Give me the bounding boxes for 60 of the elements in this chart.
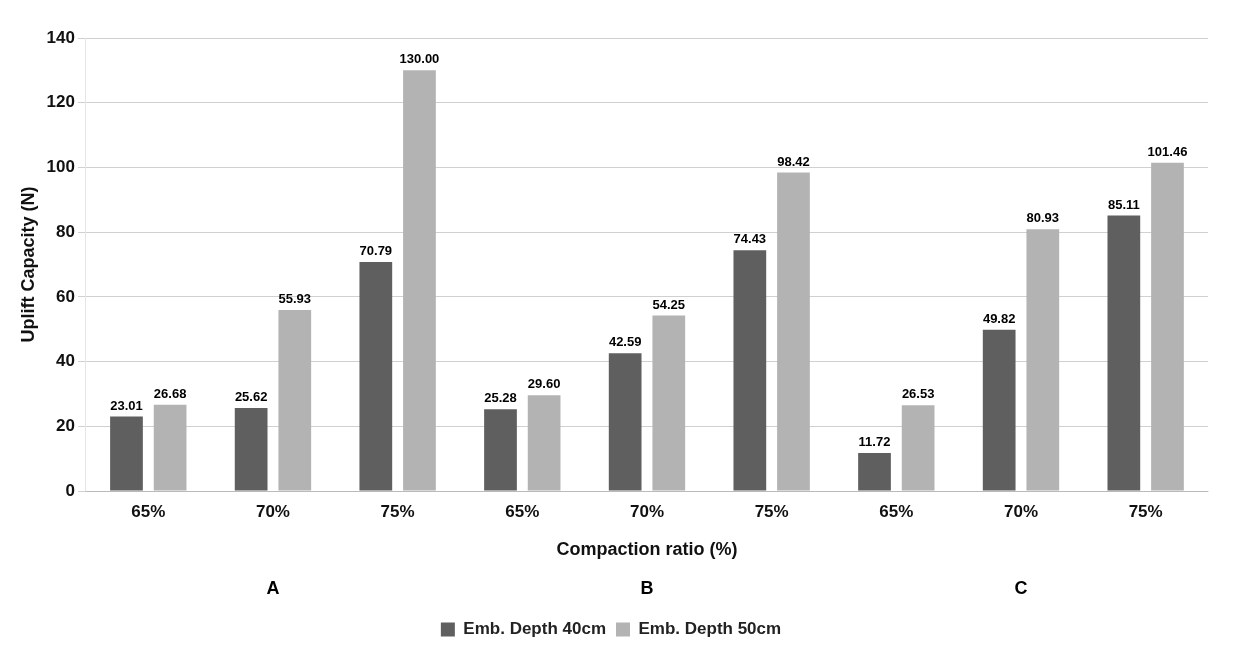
x-tick-label: 70% xyxy=(629,501,664,521)
x-tick-label: 65% xyxy=(505,501,540,521)
bar xyxy=(153,404,187,491)
data-label: 85.11 xyxy=(1107,196,1140,212)
bar xyxy=(858,453,891,491)
y-tick-label: 60 xyxy=(56,286,75,306)
data-label: 80.93 xyxy=(1026,210,1060,226)
data-label: 70.79 xyxy=(359,243,393,259)
legend-label: Emb. Depth 50cm xyxy=(638,619,782,639)
data-label: 26.68 xyxy=(153,385,187,401)
data-label: 23.01 xyxy=(110,397,143,413)
y-tick-label: 80 xyxy=(56,221,75,241)
x-tick-label: 65% xyxy=(131,501,166,521)
bar xyxy=(901,405,935,491)
data-label: 11.72 xyxy=(858,434,891,450)
bar xyxy=(652,315,686,491)
data-label: 25.28 xyxy=(484,390,517,406)
data-label: 130.00 xyxy=(399,51,440,67)
bar xyxy=(1026,229,1060,491)
data-label: 54.25 xyxy=(652,296,686,312)
x-tick-label: 75% xyxy=(1128,501,1163,521)
bar xyxy=(110,416,143,491)
y-tick-label: 0 xyxy=(65,480,75,500)
bar xyxy=(527,395,561,491)
x-tick-label: 75% xyxy=(380,501,415,521)
bar xyxy=(733,250,767,491)
data-label: 29.60 xyxy=(527,376,561,392)
data-label: 55.93 xyxy=(278,291,312,307)
data-label: 49.82 xyxy=(982,310,1016,326)
bar xyxy=(234,408,268,491)
data-label: 101.46 xyxy=(1147,143,1188,159)
y-tick-label: 20 xyxy=(56,415,75,435)
data-label: 98.42 xyxy=(777,153,810,169)
text: C xyxy=(1014,577,1028,598)
data-label: 25.62 xyxy=(234,389,268,405)
x-tick-label: 75% xyxy=(754,501,789,521)
data-label: 26.53 xyxy=(901,386,935,402)
bar xyxy=(359,261,393,491)
legend-label: Emb. Depth 40cm xyxy=(463,619,607,639)
bar xyxy=(278,310,312,491)
data-label: 74.43 xyxy=(733,231,767,247)
data-label: 42.59 xyxy=(608,334,642,350)
bar xyxy=(1151,162,1184,491)
y-tick-label: 40 xyxy=(56,351,75,371)
y-tick-label: 120 xyxy=(46,92,75,112)
bar xyxy=(777,172,810,491)
text: A xyxy=(266,577,280,598)
y-tick-label: 140 xyxy=(46,27,75,47)
bar xyxy=(484,409,517,491)
bar xyxy=(403,70,436,491)
bar xyxy=(1107,215,1141,491)
y-axis-title: Uplift Capacity (N) xyxy=(17,186,38,343)
y-tick-label: 100 xyxy=(46,157,75,177)
x-tick-label: 70% xyxy=(255,501,290,521)
x-axis-title: Compaction ratio (%) xyxy=(556,539,738,560)
x-tick-label: 65% xyxy=(879,501,914,521)
x-tick-label: 70% xyxy=(1003,501,1039,521)
bar xyxy=(608,353,642,491)
bar xyxy=(982,329,1016,491)
text: B xyxy=(640,577,654,598)
